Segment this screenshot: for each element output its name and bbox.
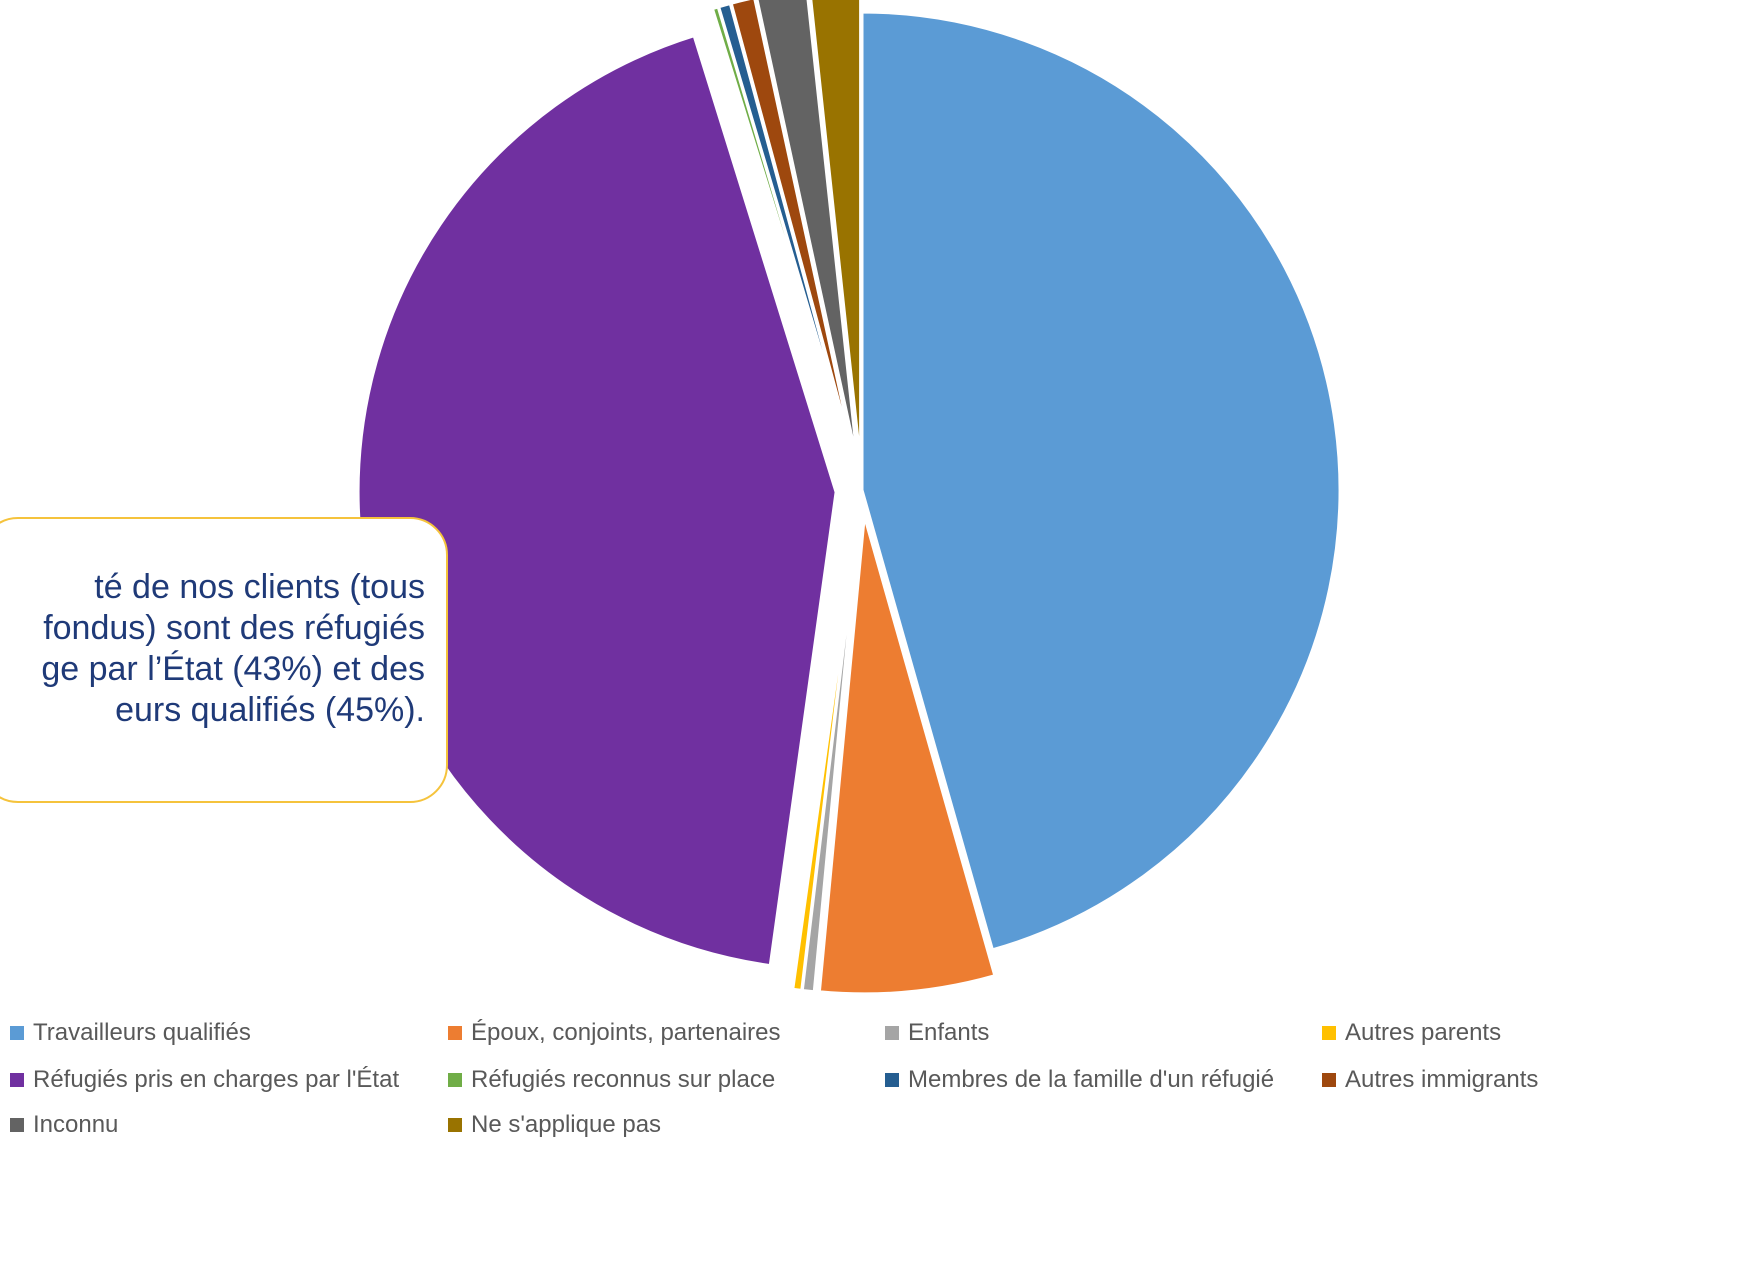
- pie-slice-1: [817, 515, 997, 996]
- callout-line-2: fondus) sont des réfugiés: [43, 609, 425, 647]
- pie-slice-3: [791, 515, 861, 993]
- callout-box: té de nos clients (tous fondus) sont des…: [0, 517, 448, 803]
- callout-line-4: eurs qualifiés (45%).: [115, 691, 425, 729]
- pie-slice-8: [755, 0, 860, 465]
- pie-slice-0: [860, 10, 1342, 952]
- callout-line-3: ge par l’État (43%) et des: [41, 650, 425, 688]
- pie-slice-9: [809, 0, 863, 465]
- callout-line-1: té de nos clients (tous: [94, 568, 425, 606]
- pie-slice-7: [729, 0, 858, 466]
- callout-text: té de nos clients (tous fondus) sont des…: [41, 567, 425, 731]
